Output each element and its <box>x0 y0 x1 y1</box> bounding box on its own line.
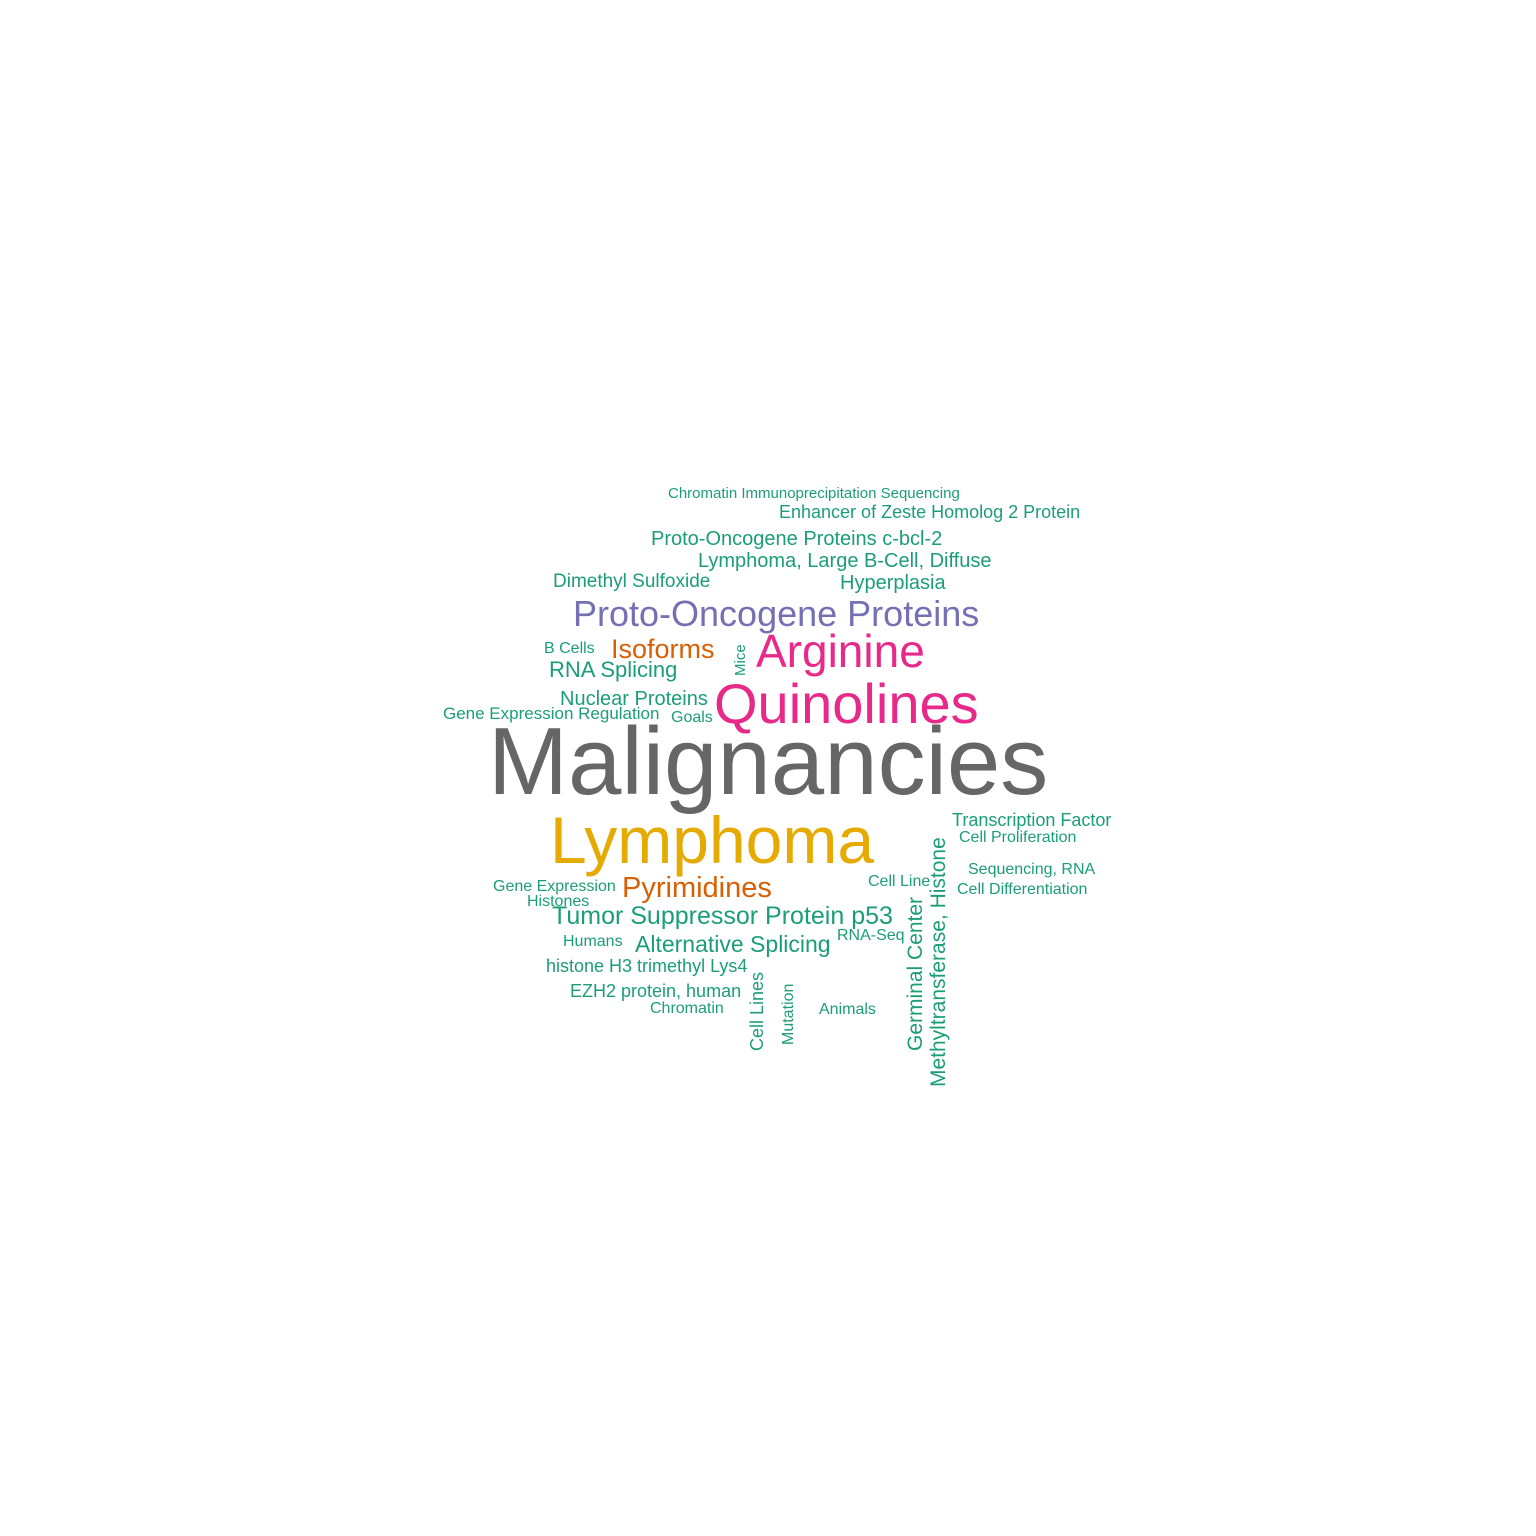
word-enhancer-of-zeste-homolog-2-protein: Enhancer of Zeste Homolog 2 Protein <box>779 502 1081 522</box>
word-hyperplasia: Hyperplasia <box>840 572 946 594</box>
word-gene-expression: Gene Expression <box>493 878 616 895</box>
word-sequencing-rna: Sequencing, RNA <box>968 861 1096 878</box>
word-nuclear-proteins: Nuclear Proteins <box>560 688 708 710</box>
word-chromatin: Chromatin <box>650 1000 724 1017</box>
word-animals: Animals <box>819 1001 876 1018</box>
word-goals: Goals <box>671 709 713 726</box>
word-methyltransferase-histone: Methyltransferase, Histone <box>927 837 950 1087</box>
word-cell-differentiation: Cell Differentiation <box>957 881 1088 898</box>
word-proto-oncogene-proteins: Proto-Oncogene Proteins <box>573 593 980 634</box>
word-rna-splicing: RNA Splicing <box>549 657 678 682</box>
word-quinolines: Quinolines <box>714 672 979 735</box>
word-mice: Mice <box>732 644 749 676</box>
word-lymphoma: Lymphoma <box>550 803 875 877</box>
word-alternative-splicing: Alternative Splicing <box>635 931 831 957</box>
word-cell-lines: Cell Lines <box>747 971 767 1051</box>
word-chromatin-immunoprecipitation-sequencing: Chromatin Immunoprecipitation Sequencing <box>668 485 960 502</box>
word-humans: Humans <box>563 933 623 950</box>
word-rna-seq: RNA-Seq <box>837 927 905 944</box>
word-malignancies: Malignancies <box>488 708 1049 815</box>
word-arginine: Arginine <box>756 625 925 677</box>
word-germinal-center: Germinal Center <box>904 896 927 1051</box>
word-histone-h3-trimethyl-lys4: histone H3 trimethyl Lys4 <box>546 956 748 976</box>
word-cell-proliferation: Cell Proliferation <box>959 829 1077 846</box>
word-cell-line: Cell Line <box>868 873 931 890</box>
word-histones: Histones <box>527 893 590 910</box>
word-transcription-factor: Transcription Factor <box>952 810 1112 830</box>
word-isoforms: Isoforms <box>611 634 715 664</box>
word-mutation: Mutation <box>780 983 797 1045</box>
word-pyrimidines: Pyrimidines <box>622 872 772 904</box>
word-tumor-suppressor-protein-p53: Tumor Suppressor Protein p53 <box>552 902 893 930</box>
word-b-cells: B Cells <box>544 640 595 657</box>
word-dimethyl-sulfoxide: Dimethyl Sulfoxide <box>553 571 711 592</box>
word-ezh2-protein-human: EZH2 protein, human <box>570 981 742 1001</box>
word-lymphoma-large-b-cell-diffuse: Lymphoma, Large B-Cell, Diffuse <box>698 550 992 572</box>
word-gene-expression-regulation: Gene Expression Regulation <box>443 704 660 723</box>
word-proto-oncogene-proteins-c-bcl-2: Proto-Oncogene Proteins c-bcl-2 <box>651 528 943 550</box>
